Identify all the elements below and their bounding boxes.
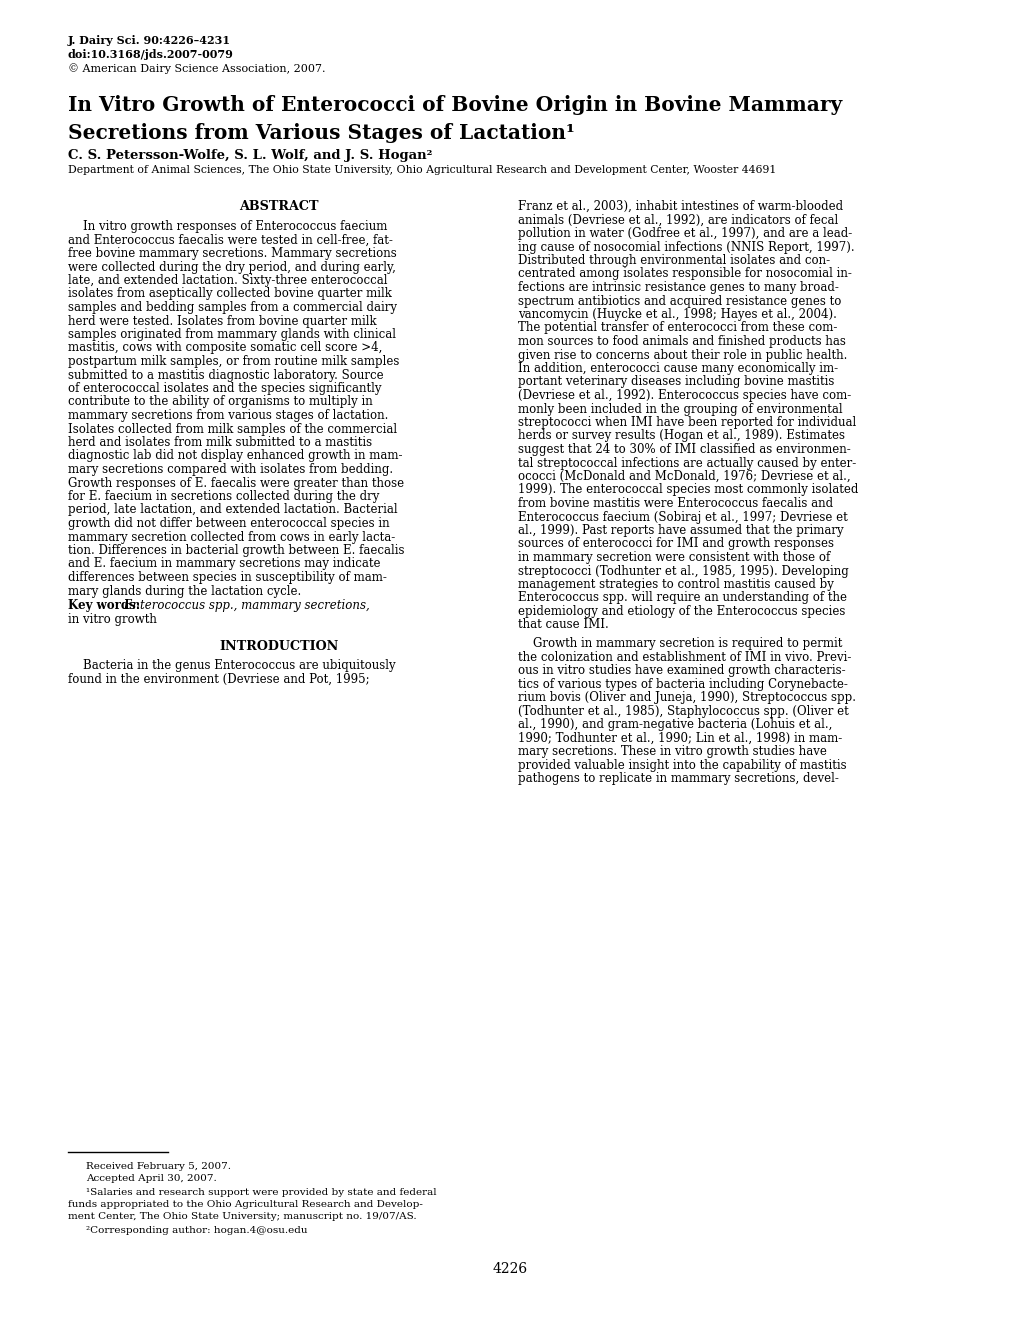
Text: pollution in water (Godfree et al., 1997), and are a lead-: pollution in water (Godfree et al., 1997… <box>518 227 852 240</box>
Text: herds or survey results (Hogan et al., 1989). Estimates: herds or survey results (Hogan et al., 1… <box>518 429 844 442</box>
Text: C. S. Petersson-Wolfe, S. L. Wolf, and J. S. Hogan²: C. S. Petersson-Wolfe, S. L. Wolf, and J… <box>68 149 432 162</box>
Text: INTRODUCTION: INTRODUCTION <box>219 639 338 652</box>
Text: the colonization and establishment of IMI in vivo. Previ-: the colonization and establishment of IM… <box>518 651 851 664</box>
Text: In Vitro Growth of Enterococci of Bovine Origin in Bovine Mammary: In Vitro Growth of Enterococci of Bovine… <box>68 95 842 115</box>
Text: of enterococcal isolates and the species significantly: of enterococcal isolates and the species… <box>68 381 381 395</box>
Text: Secretions from Various Stages of Lactation¹: Secretions from Various Stages of Lactat… <box>68 123 575 143</box>
Text: Bacteria in the genus Enterococcus are ubiquitously: Bacteria in the genus Enterococcus are u… <box>68 660 395 672</box>
Text: Enterococcus spp. will require an understanding of the: Enterococcus spp. will require an unders… <box>518 591 846 605</box>
Text: In addition, enterococci cause many economically im-: In addition, enterococci cause many econ… <box>518 362 838 375</box>
Text: Distributed through environmental isolates and con-: Distributed through environmental isolat… <box>518 253 829 267</box>
Text: given rise to concerns about their role in public health.: given rise to concerns about their role … <box>518 348 847 362</box>
Text: for E. faecium in secretions collected during the dry: for E. faecium in secretions collected d… <box>68 490 379 503</box>
Text: centrated among isolates responsible for nosocomial in-: centrated among isolates responsible for… <box>518 268 851 281</box>
Text: that cause IMI.: that cause IMI. <box>518 619 608 631</box>
Text: mammary secretions from various stages of lactation.: mammary secretions from various stages o… <box>68 409 388 422</box>
Text: animals (Devriese et al., 1992), are indicators of fecal: animals (Devriese et al., 1992), are ind… <box>518 214 838 227</box>
Text: ²Corresponding author: hogan.4@osu.edu: ²Corresponding author: hogan.4@osu.edu <box>86 1226 307 1236</box>
Text: sources of enterococci for IMI and growth responses: sources of enterococci for IMI and growt… <box>518 537 834 550</box>
Text: Franz et al., 2003), inhabit intestines of warm-blooded: Franz et al., 2003), inhabit intestines … <box>518 201 843 213</box>
Text: postpartum milk samples, or from routine milk samples: postpartum milk samples, or from routine… <box>68 355 399 368</box>
Text: fections are intrinsic resistance genes to many broad-: fections are intrinsic resistance genes … <box>518 281 838 294</box>
Text: Received February 5, 2007.: Received February 5, 2007. <box>86 1162 230 1171</box>
Text: J. Dairy Sci. 90:4226–4231: J. Dairy Sci. 90:4226–4231 <box>68 36 230 46</box>
Text: samples and bedding samples from a commercial dairy: samples and bedding samples from a comme… <box>68 301 396 314</box>
Text: Growth responses of E. faecalis were greater than those: Growth responses of E. faecalis were gre… <box>68 477 404 490</box>
Text: found in the environment (Devriese and Pot, 1995;: found in the environment (Devriese and P… <box>68 673 369 686</box>
Text: ¹Salaries and research support were provided by state and federal: ¹Salaries and research support were prov… <box>86 1188 436 1197</box>
Text: tion. Differences in bacterial growth between E. faecalis: tion. Differences in bacterial growth be… <box>68 544 405 557</box>
Text: tics of various types of bacteria including Corynebacte-: tics of various types of bacteria includ… <box>518 678 847 690</box>
Text: samples originated from mammary glands with clinical: samples originated from mammary glands w… <box>68 327 395 341</box>
Text: pathogens to replicate in mammary secretions, devel-: pathogens to replicate in mammary secret… <box>518 772 838 785</box>
Text: vancomycin (Huycke et al., 1998; Hayes et al., 2004).: vancomycin (Huycke et al., 1998; Hayes e… <box>518 308 836 321</box>
Text: epidemiology and etiology of the Enterococcus species: epidemiology and etiology of the Enteroc… <box>518 605 845 618</box>
Text: Department of Animal Sciences, The Ohio State University, Ohio Agricultural Rese: Department of Animal Sciences, The Ohio … <box>68 165 775 176</box>
Text: from bovine mastitis were Enterococcus faecalis and: from bovine mastitis were Enterococcus f… <box>518 498 833 510</box>
Text: al., 1990), and gram-negative bacteria (Lohuis et al.,: al., 1990), and gram-negative bacteria (… <box>518 718 832 731</box>
Text: Key words:: Key words: <box>68 599 140 612</box>
Text: funds appropriated to the Ohio Agricultural Research and Develop-: funds appropriated to the Ohio Agricultu… <box>68 1200 423 1209</box>
Text: were collected during the dry period, and during early,: were collected during the dry period, an… <box>68 260 395 273</box>
Text: 1999). The enterococcal species most commonly isolated: 1999). The enterococcal species most com… <box>518 483 858 496</box>
Text: © American Dairy Science Association, 2007.: © American Dairy Science Association, 20… <box>68 63 325 74</box>
Text: tal streptococcal infections are actually caused by enter-: tal streptococcal infections are actuall… <box>518 457 855 470</box>
Text: in vitro growth: in vitro growth <box>68 612 157 626</box>
Text: Growth in mammary secretion is required to permit: Growth in mammary secretion is required … <box>518 638 842 651</box>
Text: rium bovis (Oliver and Juneja, 1990), Streptococcus spp.: rium bovis (Oliver and Juneja, 1990), St… <box>518 692 855 705</box>
Text: free bovine mammary secretions. Mammary secretions: free bovine mammary secretions. Mammary … <box>68 247 396 260</box>
Text: ment Center, The Ohio State University; manuscript no. 19/07/AS.: ment Center, The Ohio State University; … <box>68 1212 416 1221</box>
Text: Enterococcus spp., mammary secretions,: Enterococcus spp., mammary secretions, <box>120 599 370 612</box>
Text: management strategies to control mastitis caused by: management strategies to control mastiti… <box>518 578 834 591</box>
Text: ABSTRACT: ABSTRACT <box>239 201 318 213</box>
Text: 4226: 4226 <box>492 1262 527 1276</box>
Text: herd were tested. Isolates from bovine quarter milk: herd were tested. Isolates from bovine q… <box>68 314 376 327</box>
Text: (Todhunter et al., 1985), Staphylococcus spp. (Oliver et: (Todhunter et al., 1985), Staphylococcus… <box>518 705 848 718</box>
Text: 1990; Todhunter et al., 1990; Lin et al., 1998) in mam-: 1990; Todhunter et al., 1990; Lin et al.… <box>518 731 842 744</box>
Text: in mammary secretion were consistent with those of: in mammary secretion were consistent wit… <box>518 550 829 564</box>
Text: (Devriese et al., 1992). Enterococcus species have com-: (Devriese et al., 1992). Enterococcus sp… <box>518 389 851 403</box>
Text: growth did not differ between enterococcal species in: growth did not differ between enterococc… <box>68 517 389 531</box>
Text: late, and extended lactation. Sixty-three enterococcal: late, and extended lactation. Sixty-thre… <box>68 275 387 286</box>
Text: monly been included in the grouping of environmental: monly been included in the grouping of e… <box>518 403 842 416</box>
Text: mary secretions compared with isolates from bedding.: mary secretions compared with isolates f… <box>68 463 392 477</box>
Text: period, late lactation, and extended lactation. Bacterial: period, late lactation, and extended lac… <box>68 503 397 516</box>
Text: doi:10.3168/jds.2007-0079: doi:10.3168/jds.2007-0079 <box>68 49 233 59</box>
Text: provided valuable insight into the capability of mastitis: provided valuable insight into the capab… <box>518 759 846 772</box>
Text: streptococci (Todhunter et al., 1985, 1995). Developing: streptococci (Todhunter et al., 1985, 19… <box>518 565 848 578</box>
Text: mammary secretion collected from cows in early lacta-: mammary secretion collected from cows in… <box>68 531 395 544</box>
Text: mary glands during the lactation cycle.: mary glands during the lactation cycle. <box>68 585 301 598</box>
Text: spectrum antibiotics and acquired resistance genes to: spectrum antibiotics and acquired resist… <box>518 294 841 308</box>
Text: Isolates collected from milk samples of the commercial: Isolates collected from milk samples of … <box>68 422 396 436</box>
Text: suggest that 24 to 30% of IMI classified as environmen-: suggest that 24 to 30% of IMI classified… <box>518 444 850 455</box>
Text: The potential transfer of enterococci from these com-: The potential transfer of enterococci fr… <box>518 322 837 334</box>
Text: and Enterococcus faecalis were tested in cell-free, fat-: and Enterococcus faecalis were tested in… <box>68 234 392 247</box>
Text: submitted to a mastitis diagnostic laboratory. Source: submitted to a mastitis diagnostic labor… <box>68 368 383 381</box>
Text: al., 1999). Past reports have assumed that the primary: al., 1999). Past reports have assumed th… <box>518 524 843 537</box>
Text: In vitro growth responses of Enterococcus faecium: In vitro growth responses of Enterococcu… <box>68 220 387 234</box>
Text: Enterococcus faecium (Sobiraj et al., 1997; Devriese et: Enterococcus faecium (Sobiraj et al., 19… <box>518 511 847 524</box>
Text: contribute to the ability of organisms to multiply in: contribute to the ability of organisms t… <box>68 396 372 408</box>
Text: ous in vitro studies have examined growth characteris-: ous in vitro studies have examined growt… <box>518 664 845 677</box>
Text: streptococci when IMI have been reported for individual: streptococci when IMI have been reported… <box>518 416 855 429</box>
Text: diagnostic lab did not display enhanced growth in mam-: diagnostic lab did not display enhanced … <box>68 450 403 462</box>
Text: mon sources to food animals and finished products has: mon sources to food animals and finished… <box>518 335 845 348</box>
Text: mastitis, cows with composite somatic cell score >4,: mastitis, cows with composite somatic ce… <box>68 342 382 355</box>
Text: ococci (McDonald and McDonald, 1976; Devriese et al.,: ococci (McDonald and McDonald, 1976; Dev… <box>518 470 850 483</box>
Text: isolates from aseptically collected bovine quarter milk: isolates from aseptically collected bovi… <box>68 288 391 301</box>
Text: and E. faecium in mammary secretions may indicate: and E. faecium in mammary secretions may… <box>68 557 380 570</box>
Text: mary secretions. These in vitro growth studies have: mary secretions. These in vitro growth s… <box>518 746 826 759</box>
Text: portant veterinary diseases including bovine mastitis: portant veterinary diseases including bo… <box>518 375 834 388</box>
Text: ing cause of nosocomial infections (NNIS Report, 1997).: ing cause of nosocomial infections (NNIS… <box>518 240 854 253</box>
Text: differences between species in susceptibility of mam-: differences between species in susceptib… <box>68 572 386 583</box>
Text: Accepted April 30, 2007.: Accepted April 30, 2007. <box>86 1173 217 1183</box>
Text: herd and isolates from milk submitted to a mastitis: herd and isolates from milk submitted to… <box>68 436 372 449</box>
